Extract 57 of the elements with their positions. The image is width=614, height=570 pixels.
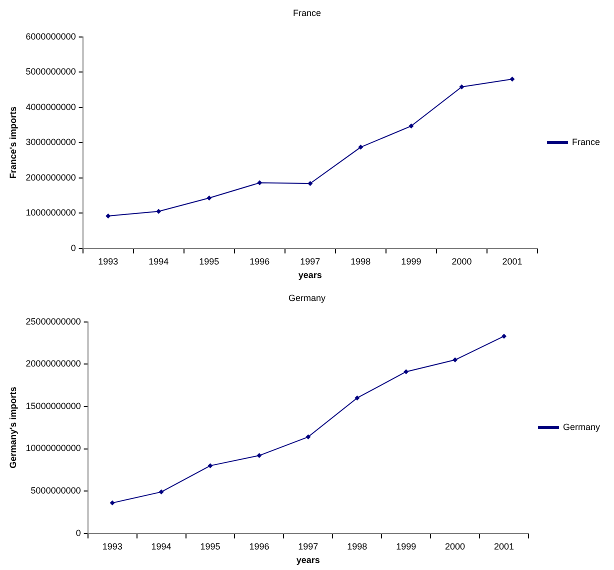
y-axis-title: Germany's imports [8, 386, 18, 468]
x-tick-label: 1997 [300, 256, 320, 266]
x-tick-label: 1996 [249, 541, 270, 552]
y-tick-label: 10000000000 [26, 443, 81, 454]
y-tick-label: 20000000000 [26, 358, 81, 369]
point [306, 434, 311, 440]
legend-label: Germany [562, 422, 600, 432]
y-tick-label: 4000000000 [26, 102, 76, 112]
y-tick-label: 2000000000 [26, 172, 76, 182]
x-tick-label: 2000 [452, 256, 472, 266]
x-tick-label: 1995 [200, 541, 220, 552]
point [206, 195, 212, 200]
x-tick-label: 1993 [98, 256, 118, 266]
legend-label: France [572, 136, 600, 147]
y-tick-label: 25000000000 [26, 316, 81, 326]
point [257, 180, 262, 186]
point [452, 357, 458, 362]
point [156, 208, 162, 214]
point [158, 489, 164, 494]
point [358, 144, 364, 150]
point [502, 334, 507, 339]
point [308, 181, 313, 186]
x-tick-label: 1993 [102, 541, 122, 552]
point [510, 76, 515, 82]
point [408, 124, 414, 129]
point [110, 500, 115, 506]
y-tick-label: 0 [70, 242, 76, 253]
y-tick-label: 1000000000 [26, 208, 76, 218]
x-tick-label: 1999 [401, 256, 422, 266]
x-tick-label: 1994 [151, 541, 172, 552]
x-tick-label: 1995 [199, 256, 220, 266]
x-tick-label: 1998 [347, 541, 368, 552]
y-tick-label: 3000000000 [26, 137, 76, 148]
chart-title: France [292, 8, 322, 18]
y-tick-label: 15000000000 [26, 400, 81, 411]
point [106, 213, 111, 218]
x-tick-label: 2001 [494, 541, 514, 552]
y-tick-label: 6000000000 [26, 31, 76, 42]
x-tick-label: 2000 [445, 541, 466, 552]
x-tick-label: 2001 [502, 256, 522, 266]
chart-title: Germany [288, 292, 326, 303]
y-axis-title: France's imports [8, 106, 18, 179]
point [459, 84, 464, 90]
x-tick-label: 1998 [350, 256, 371, 266]
y-tick-label: 5000000000 [30, 486, 81, 496]
y-tick-label: 5000000000 [26, 66, 76, 77]
point [354, 395, 360, 400]
x-tick-label: 1999 [396, 541, 416, 552]
y-tick-label: 0 [76, 528, 81, 538]
x-tick-label: 1997 [298, 541, 318, 552]
point [256, 453, 262, 458]
x-axis-title: years [298, 270, 322, 280]
point [208, 463, 213, 468]
x-tick-label: 1996 [250, 256, 270, 266]
point [404, 369, 409, 374]
x-tick-label: 1994 [148, 256, 169, 266]
x-axis-title: years [296, 555, 320, 566]
